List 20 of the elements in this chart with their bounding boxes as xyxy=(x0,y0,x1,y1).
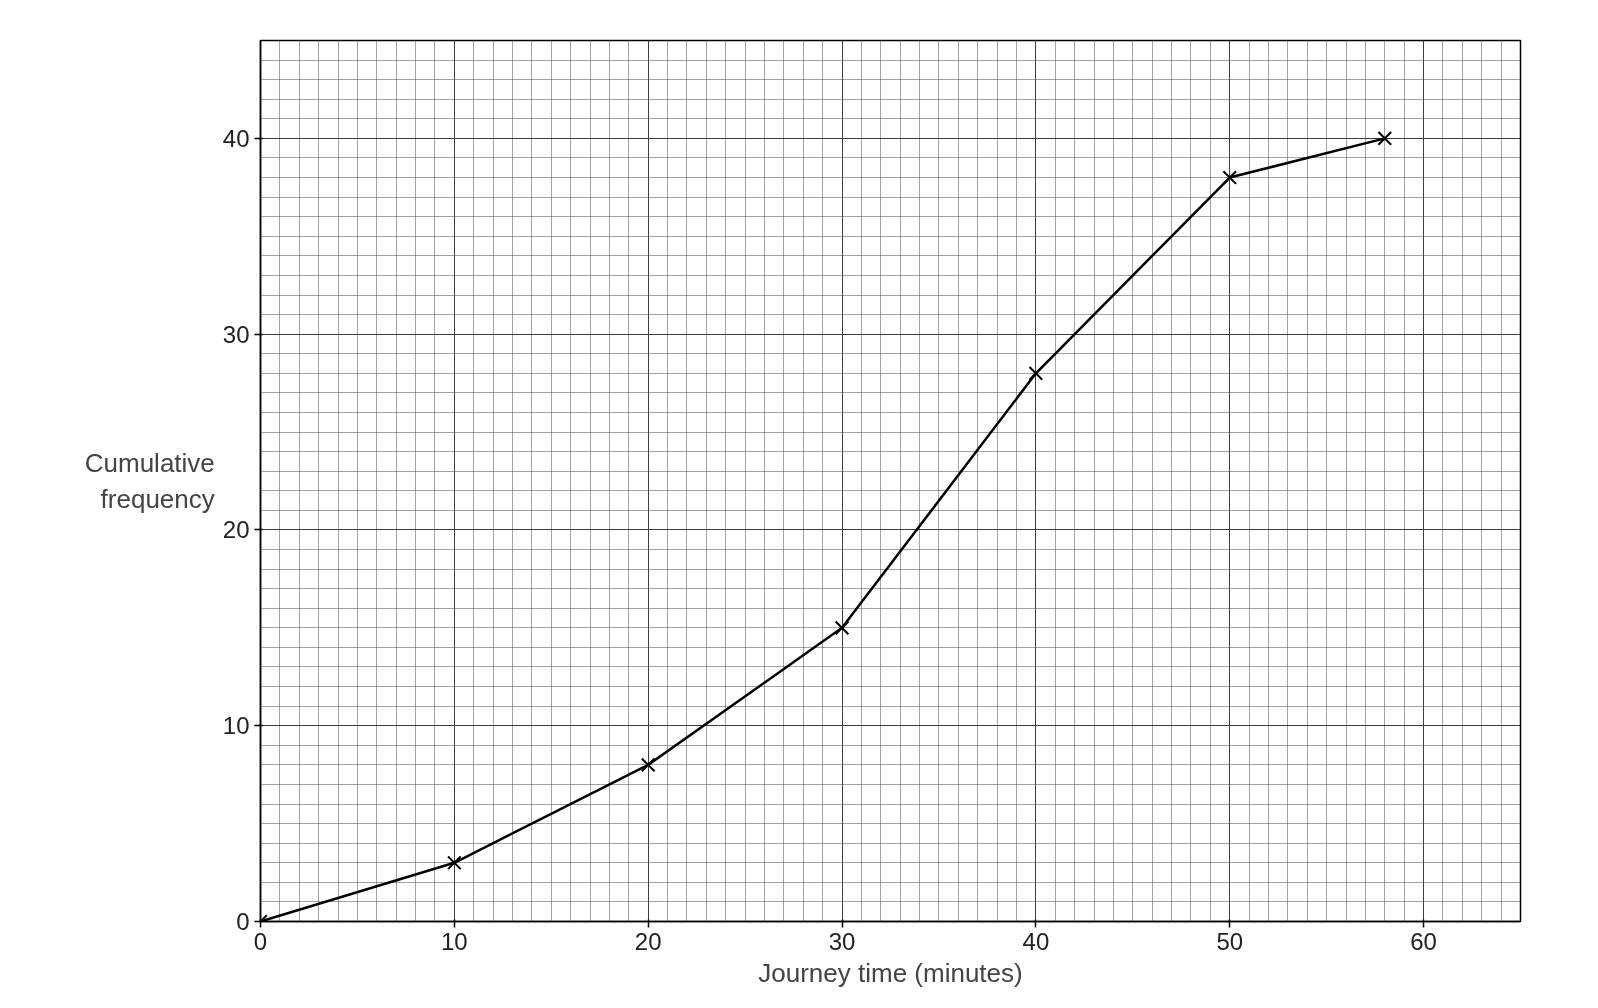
y-axis-title: Cumulative frequency xyxy=(84,448,215,514)
x-tick-label: 30 xyxy=(828,927,856,955)
y-tick-label: 30 xyxy=(222,320,250,348)
x-tick-label: 50 xyxy=(1216,927,1244,955)
x-tick-label: 60 xyxy=(1410,927,1437,955)
y-tick-label: 10 xyxy=(222,712,250,740)
point xyxy=(1222,170,1238,185)
x-axis-title: Journey time (minutes) xyxy=(758,957,1023,988)
y-tick-label: 20 xyxy=(222,516,250,544)
x-tick-label: 40 xyxy=(1022,927,1050,955)
x-tick-label: 0 xyxy=(253,927,268,955)
point xyxy=(640,757,656,773)
point xyxy=(446,855,462,871)
x-tick-label: 20 xyxy=(634,927,662,955)
y-tick-label: 40 xyxy=(222,124,250,152)
y-tick-label: 0 xyxy=(236,908,250,935)
point xyxy=(1028,365,1044,381)
point xyxy=(834,620,850,636)
point xyxy=(1377,131,1393,146)
x-tick-label: 10 xyxy=(441,927,468,955)
